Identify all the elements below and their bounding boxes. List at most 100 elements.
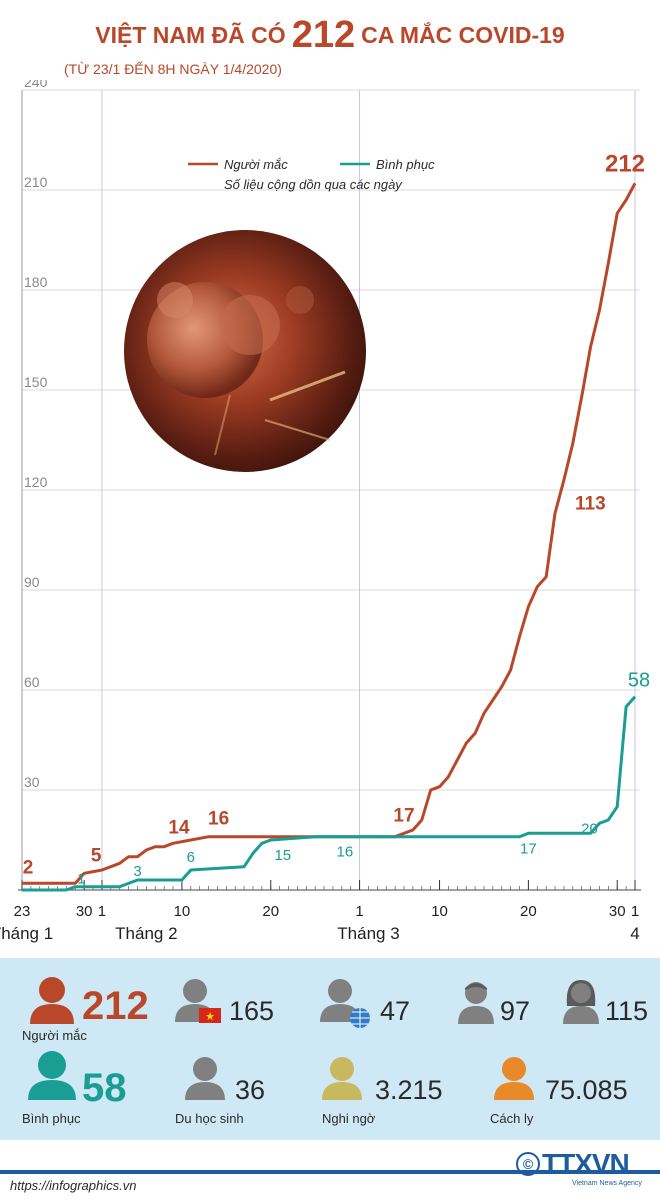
line-chart: 30609012015018021024023301102011020301Th…: [0, 80, 650, 943]
x-tick-label: 30: [609, 903, 626, 920]
title-number: 212: [291, 14, 356, 56]
y-tick-label: 240: [24, 80, 48, 90]
stat-male-value: 97: [500, 996, 531, 1026]
female-icon-head: [571, 983, 591, 1003]
stats-icons: ★: [28, 977, 599, 1100]
male-icon: [458, 982, 494, 1024]
y-tick-label: 180: [24, 274, 48, 290]
person-icon-recovered: [28, 1051, 76, 1100]
data-label: 113: [575, 493, 606, 514]
person-icon-imported-head: [328, 979, 352, 1003]
y-tick-label: 210: [24, 174, 48, 190]
person-icon-domestic: ★: [175, 979, 221, 1023]
month-label: 4: [630, 924, 639, 943]
female-icon-body: [563, 1006, 599, 1024]
data-label: 17: [393, 805, 414, 826]
virus-spike: [264, 419, 331, 441]
globe-icon-grid: [350, 1008, 370, 1028]
data-label: 16: [208, 809, 229, 830]
stat-cases-label: Người mắc: [22, 1028, 87, 1043]
data-label: 2: [23, 857, 34, 878]
female-icon: [563, 980, 599, 1024]
x-tick-label: 10: [431, 903, 448, 920]
vietnam-flag-icon: [199, 1008, 221, 1023]
legend: Người mắc Bình phục Số liệu cộng dồn qua…: [188, 157, 435, 192]
virus-particle: [286, 286, 314, 314]
grid: 30609012015018021024023301102011020301Th…: [0, 80, 641, 943]
data-label: 6: [187, 849, 195, 866]
vietnam-flag-star: ★: [205, 1010, 215, 1023]
data-label: 1: [77, 871, 85, 888]
person-icon-recovered-body: [28, 1080, 76, 1100]
x-tick-label: 1: [631, 903, 639, 920]
stat-recovered-value: 58: [82, 1066, 127, 1110]
data-label: 212: [605, 150, 645, 177]
person-icon-domestic-head: [183, 979, 207, 1003]
virus-particle: [220, 295, 280, 355]
stat-cases-value: 212: [82, 984, 149, 1028]
person-icon-isolation-head: [502, 1057, 526, 1081]
series-line-recovered: [22, 695, 637, 892]
person-icon-students: [185, 1057, 225, 1100]
data-label: 16: [337, 844, 354, 861]
series-layer: 2 5 14 16 17 113 212 1 3 6 15 16 17 20 58: [22, 150, 650, 892]
copyright-icon: ©: [516, 1152, 540, 1176]
data-label: 3: [133, 863, 141, 880]
person-icon-isolation-body: [494, 1082, 534, 1100]
stat-domestic-value: 165: [229, 996, 275, 1026]
title-suffix: CA MẮC COVID-19: [361, 22, 565, 48]
data-label: 20: [581, 820, 598, 837]
subtitle: (TỪ 23/1 ĐẾN 8H NGÀY 1/4/2020): [64, 61, 282, 77]
male-icon-body: [458, 1006, 494, 1024]
person-icon-cases: [30, 977, 74, 1024]
ttxvn-tagline: Vietnam News Agency: [572, 1180, 642, 1187]
data-label: 58: [628, 670, 650, 692]
stat-female-value: 115: [605, 996, 649, 1026]
person-icon-students-head: [193, 1057, 217, 1081]
month-label: Tháng 1: [0, 924, 53, 943]
virus-spike: [214, 394, 231, 456]
virus-image: [124, 230, 366, 472]
stat-suspected-label: Nghi ngờ: [322, 1111, 376, 1126]
y-tick-label: 120: [24, 474, 48, 490]
x-tick-label: 1: [98, 903, 106, 920]
person-icon-suspected-body: [322, 1082, 362, 1100]
stat-imported-value: 47: [380, 996, 411, 1026]
footer-url-link[interactable]: https://infographics.vn: [10, 1178, 137, 1193]
data-label: 17: [520, 840, 537, 857]
ttxvn-logo: TTXVN: [542, 1148, 630, 1179]
data-label: 5: [91, 845, 102, 866]
y-tick-label: 150: [24, 374, 48, 390]
stat-students-value: 36: [235, 1075, 266, 1105]
person-icon-recovered-head: [38, 1051, 66, 1079]
person-icon-isolation: [494, 1057, 534, 1100]
person-icon-students-body: [185, 1082, 225, 1100]
x-tick-label: 20: [520, 903, 537, 920]
stat-students-label: Du học sinh: [175, 1111, 244, 1126]
virus-particle: [157, 282, 193, 318]
title: VIỆT NAM ĐÃ CÓ 212 CA MẮC COVID-19: [0, 14, 660, 57]
data-label: 15: [274, 847, 291, 864]
data-label: 14: [168, 817, 190, 838]
person-icon-suspected: [322, 1057, 362, 1100]
stat-isolation-value: 75.085: [545, 1075, 628, 1105]
month-label: Tháng 2: [115, 924, 177, 943]
stat-isolation-label: Cách ly: [490, 1111, 534, 1126]
month-label: Tháng 3: [337, 924, 399, 943]
x-tick-label: 10: [174, 903, 191, 920]
stat-recovered-label: Bình phục: [22, 1111, 81, 1126]
x-tick-label: 1: [355, 903, 363, 920]
x-tick-label: 20: [262, 903, 279, 920]
series-line-cases: [22, 182, 637, 885]
legend-note: Số liệu cộng dồn qua các ngày: [224, 177, 403, 192]
x-tick-label: 23: [14, 903, 31, 920]
footer-divider: [0, 1170, 660, 1174]
male-icon-hair: [465, 983, 487, 990]
y-tick-label: 60: [24, 674, 40, 690]
y-tick-label: 30: [24, 774, 40, 790]
person-icon-cases-head: [39, 977, 65, 1003]
person-icon-suspected-head: [330, 1057, 354, 1081]
x-tick-label: 30: [76, 903, 93, 920]
virus-spike: [269, 370, 346, 402]
legend-label-cases: Người mắc: [224, 157, 288, 172]
